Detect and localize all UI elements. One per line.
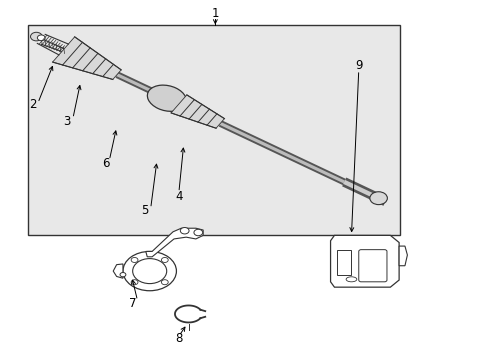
Circle shape bbox=[161, 280, 168, 285]
Circle shape bbox=[369, 192, 386, 204]
Polygon shape bbox=[53, 37, 121, 80]
Text: 4: 4 bbox=[175, 190, 182, 203]
Circle shape bbox=[194, 229, 202, 236]
Text: 2: 2 bbox=[29, 99, 37, 112]
Ellipse shape bbox=[147, 85, 186, 111]
Text: 9: 9 bbox=[354, 59, 362, 72]
Polygon shape bbox=[171, 95, 224, 128]
Circle shape bbox=[30, 32, 42, 41]
Circle shape bbox=[180, 228, 189, 234]
Circle shape bbox=[132, 258, 166, 284]
Circle shape bbox=[37, 35, 45, 41]
Polygon shape bbox=[398, 246, 407, 266]
Polygon shape bbox=[113, 264, 122, 278]
Ellipse shape bbox=[346, 277, 356, 282]
Text: 8: 8 bbox=[175, 333, 182, 346]
Text: 1: 1 bbox=[211, 8, 219, 21]
Text: 7: 7 bbox=[129, 297, 136, 310]
Polygon shape bbox=[330, 235, 398, 287]
Polygon shape bbox=[145, 228, 203, 257]
Circle shape bbox=[120, 273, 125, 277]
Text: 5: 5 bbox=[141, 204, 148, 217]
Circle shape bbox=[131, 280, 138, 285]
Bar bbox=[28, 24, 399, 235]
FancyBboxPatch shape bbox=[358, 249, 386, 282]
Bar bbox=[336, 249, 351, 275]
Text: 3: 3 bbox=[63, 114, 71, 127]
Circle shape bbox=[131, 257, 138, 262]
Circle shape bbox=[161, 257, 168, 262]
Circle shape bbox=[122, 251, 176, 291]
Text: 6: 6 bbox=[102, 157, 109, 170]
